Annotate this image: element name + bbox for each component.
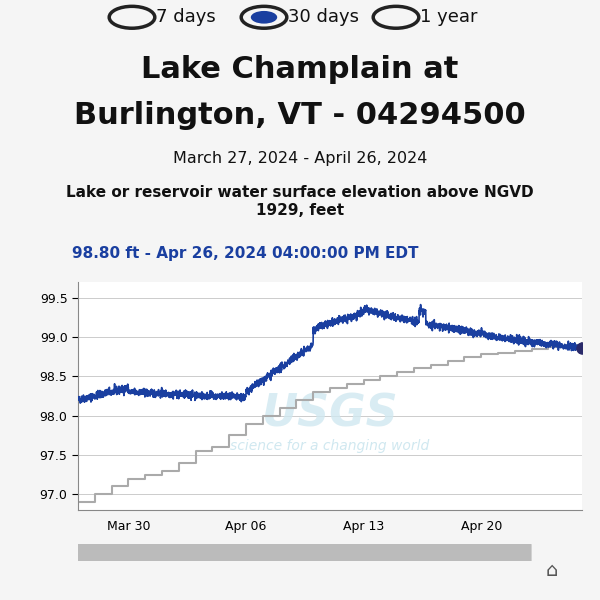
Text: USGS: USGS [262, 393, 398, 436]
Text: March 27, 2024 - April 26, 2024: March 27, 2024 - April 26, 2024 [173, 151, 427, 166]
Text: Lake or reservoir water surface elevation above NGVD
1929, feet: Lake or reservoir water surface elevatio… [66, 185, 534, 218]
FancyBboxPatch shape [53, 544, 532, 562]
Text: 98.80 ft - Apr 26, 2024 04:00:00 PM EDT: 98.80 ft - Apr 26, 2024 04:00:00 PM EDT [72, 246, 419, 261]
Circle shape [251, 11, 277, 23]
Text: science for a changing world: science for a changing world [230, 439, 430, 453]
Text: ⌂: ⌂ [546, 560, 558, 580]
Text: 1 year: 1 year [420, 8, 478, 26]
Text: Burlington, VT - 04294500: Burlington, VT - 04294500 [74, 101, 526, 130]
Text: 30 days: 30 days [288, 8, 359, 26]
Text: Lake Champlain at: Lake Champlain at [142, 55, 458, 83]
Text: 7 days: 7 days [156, 8, 216, 26]
